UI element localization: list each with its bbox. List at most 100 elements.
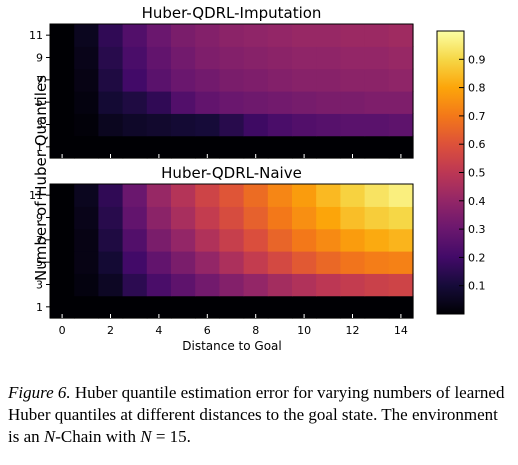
heatmap-cell [171, 273, 196, 297]
heatmap-cell [122, 251, 148, 274]
heatmap-cell [50, 46, 75, 70]
heatmap-cell [98, 46, 124, 70]
heatmap-cell [146, 295, 172, 319]
heatmap-cell [364, 24, 390, 47]
heatmap-cell [388, 206, 414, 230]
heatmap-cell [388, 251, 414, 274]
heatmap-cell [122, 113, 148, 137]
heatmap-cell [267, 46, 293, 70]
heatmap-cell [171, 206, 196, 230]
heatmap-cell [74, 184, 99, 207]
heatmap-cell [74, 273, 99, 297]
figure-caption: Figure 6. Huber quantile estimation erro… [8, 382, 513, 448]
heatmap-cell [98, 206, 124, 230]
heatmap-cell [195, 91, 220, 114]
heatmap-cell [171, 24, 196, 47]
colorbar-tick-label: 0.7 [468, 110, 486, 123]
heatmap-cell [340, 24, 366, 47]
heatmap-cell [340, 273, 366, 297]
heatmap-cell [316, 295, 341, 319]
y-tick-label: 1 [36, 141, 43, 154]
x-tick-label: 8 [252, 324, 259, 337]
heatmap-cell [340, 113, 366, 137]
panel-frame [49, 23, 414, 159]
heatmap-cell [146, 113, 172, 137]
heatmap-cell [292, 206, 317, 230]
caption-text-2: -Chain with [55, 427, 141, 446]
heatmap-cell [98, 24, 124, 47]
heatmap-cell [267, 24, 293, 47]
heatmap-cell [74, 228, 99, 252]
heatmap-cell [50, 135, 75, 159]
heatmap-cell [340, 206, 366, 230]
heatmap-cell [98, 135, 124, 159]
caption-n-value: 15 [169, 427, 187, 446]
x-tick-label: 2 [107, 324, 114, 337]
heatmap-cell [292, 295, 317, 319]
heatmap-cell [171, 91, 196, 114]
heatmap-cell [243, 206, 269, 230]
heatmap-cell [243, 46, 269, 70]
heatmap-cell [292, 184, 317, 207]
heatmap-cell [388, 46, 414, 70]
heatmap-cell [243, 135, 269, 159]
heatmap-cell [267, 251, 293, 274]
heatmap-cell [219, 68, 245, 92]
heatmap-cell [146, 46, 172, 70]
heatmap-cell [74, 251, 99, 274]
heatmap-cell [340, 68, 366, 92]
heatmap-cell [267, 206, 293, 230]
y-tick-label: 5 [36, 256, 43, 269]
heatmap-cell [364, 228, 390, 252]
heatmap-cell [98, 228, 124, 252]
y-tick-label: 9 [36, 52, 43, 65]
heatmap-cell [98, 68, 124, 92]
heatmap-cell [146, 206, 172, 230]
heatmap-cell [243, 91, 269, 114]
heatmap-cell [243, 251, 269, 274]
heatmap-cell [388, 113, 414, 137]
x-tick-label: 0 [59, 324, 66, 337]
heatmap-cell [122, 184, 148, 207]
heatmap-cell [122, 295, 148, 319]
heatmap-cell [74, 46, 99, 70]
heatmap-cell [171, 251, 196, 274]
heatmap-cell [267, 184, 293, 207]
heatmap-cell [50, 295, 75, 319]
heatmap-cell [364, 68, 390, 92]
heatmap-cell [195, 46, 220, 70]
heatmap-cell [195, 24, 220, 47]
heatmap-cell [219, 113, 245, 137]
heatmap-cell [243, 68, 269, 92]
heatmap-cell [388, 184, 414, 207]
heatmap-cell [146, 135, 172, 159]
heatmap-cell [219, 135, 245, 159]
heatmap-cell [98, 113, 124, 137]
heatmap-cell [316, 273, 341, 297]
heatmap-cell [267, 273, 293, 297]
heatmap-cell [388, 68, 414, 92]
x-tick-label: 14 [394, 324, 408, 337]
caption-equals: = [151, 427, 170, 446]
heatmap-cell [316, 113, 341, 137]
y-tick-label: 1 [36, 301, 43, 314]
heatmap-cell [146, 68, 172, 92]
heatmap-cell [122, 24, 148, 47]
heatmap-cell [364, 251, 390, 274]
heatmap-cell [50, 184, 75, 207]
heatmap-cell [219, 24, 245, 47]
heatmap-cell [195, 135, 220, 159]
heatmap-cell [50, 251, 75, 274]
caption-text-1: Huber quantile estimation error for vary… [8, 383, 505, 446]
heatmap-cell [98, 295, 124, 319]
heatmap-cell [364, 113, 390, 137]
heatmap-cell [364, 46, 390, 70]
heatmap-cell [243, 184, 269, 207]
heatmap-cell [50, 24, 75, 47]
heatmap-cell [267, 295, 293, 319]
heatmap-cell [292, 68, 317, 92]
heatmap-cell [50, 68, 75, 92]
heatmap-cell [219, 295, 245, 319]
